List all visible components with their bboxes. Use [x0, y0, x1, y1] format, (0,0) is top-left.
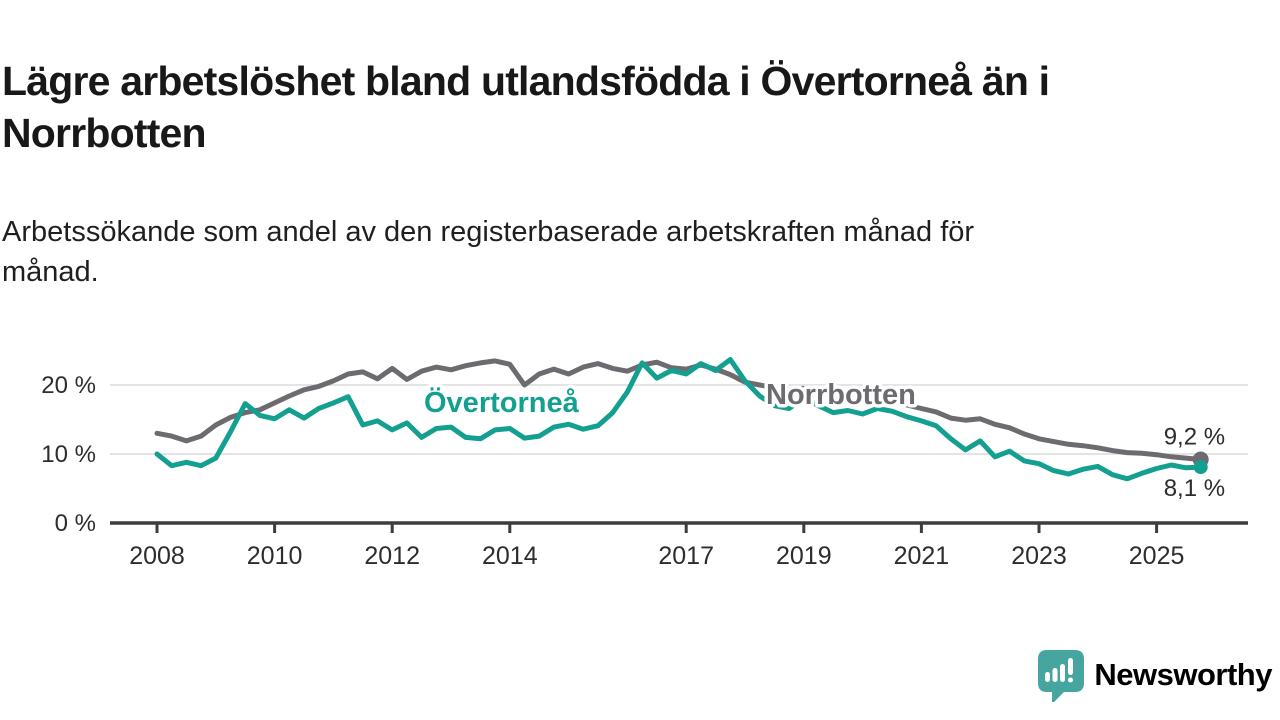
- overtornea-line: [154, 357, 1204, 482]
- page-title: Lägre arbetslöshet bland utlandsfödda i …: [2, 55, 1050, 159]
- x-tick-label-2008: 2008: [129, 542, 185, 570]
- x-tick-label-2012: 2012: [364, 542, 420, 570]
- x-tick-label-2010: 2010: [247, 542, 303, 570]
- x-tick-label-2019: 2019: [776, 542, 832, 570]
- x-tick-label-2025: 2025: [1129, 542, 1185, 570]
- overtornea-end-dot: [1193, 460, 1208, 475]
- norrbotten-series-label: Norrbotten: [766, 379, 916, 411]
- y-tick-label-20: 20 %: [41, 372, 96, 399]
- x-tick-label-2017: 2017: [658, 542, 714, 570]
- chart-subtitle-line1: Arbetssökande som andel av den registerb…: [2, 216, 975, 248]
- newsworthy-logo-icon: [1038, 650, 1085, 702]
- norrbotten-end-value-label: 9,2 %: [1164, 424, 1225, 451]
- page-title-line2: Norrbotten: [2, 110, 207, 157]
- overtornea-series-label: Övertorneå: [424, 386, 580, 419]
- bar-3: [1060, 664, 1066, 682]
- x-tick-label-2023: 2023: [1011, 542, 1067, 570]
- exclamation-dot: [1068, 677, 1074, 683]
- bar-1: [1045, 672, 1051, 682]
- y-tick-label-0: 0 %: [55, 510, 96, 537]
- exclamation-bar: [1068, 658, 1074, 675]
- newsworthy-brand-text: Newsworthy: [1094, 657, 1272, 692]
- line-chart: 2008 2010 2012 2014 2017 2019 2021 2023 2025 0 % 1…: [41, 357, 1248, 570]
- x-tick-label-2014: 2014: [482, 542, 538, 570]
- newsworthy-logo[interactable]: Newsworthy: [1035, 648, 1272, 702]
- x-tick-label-2021: 2021: [894, 542, 950, 570]
- overtornea-end-value-label: 8,1 %: [1164, 475, 1225, 502]
- y-tick-label-10: 10 %: [41, 441, 96, 468]
- chart-subtitle-line2: månad.: [2, 256, 99, 288]
- page-title-line1: Lägre arbetslöshet bland utlandsfödda i …: [2, 58, 1050, 105]
- chart-subtitle: Arbetssökande som andel av den registerb…: [2, 212, 974, 292]
- norrbotten-line: [154, 358, 1204, 462]
- bar-2: [1052, 668, 1058, 682]
